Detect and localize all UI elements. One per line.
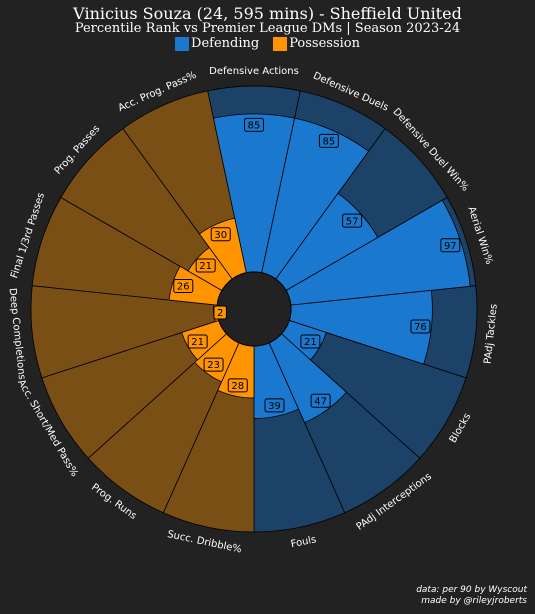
category-label-defensive-actions: Defensive Actions (209, 66, 299, 77)
value-label-fouls: 39 (264, 398, 285, 413)
value-label-box (195, 258, 216, 273)
value-label-box (213, 305, 227, 320)
category-label-blocks: Blocks (448, 412, 474, 445)
value-label-box (342, 213, 363, 228)
chart-title: Vinicius Souza (24, 595 mins) - Sheffiel… (73, 4, 462, 23)
value-label-blocks: 21 (300, 334, 321, 349)
category-label-succ-dribble: Succ. Dribble% (166, 529, 242, 556)
category-label-fouls: Fouls (290, 534, 318, 550)
legend-swatch-possession (273, 36, 288, 51)
value-label-succ-dribble: 28 (227, 378, 248, 393)
legend-label-possession: Possession (289, 36, 360, 51)
value-label-box (440, 238, 461, 253)
value-label-text: 39 (268, 401, 281, 412)
value-label-text: 97 (444, 241, 457, 252)
value-label-prog-runs: 23 (203, 357, 224, 372)
chart-subtitle: Percentile Rank vs Premier League DMs | … (74, 21, 461, 36)
value-label-padj-tackles: 76 (410, 319, 431, 334)
value-label-box (187, 334, 208, 349)
value-label-text: 21 (304, 337, 317, 348)
value-label-text: 28 (231, 381, 244, 392)
value-label-box (410, 319, 431, 334)
value-label-acc-prog-pass: 30 (210, 227, 231, 242)
value-label-box (203, 357, 224, 372)
value-label-text: 85 (323, 136, 336, 147)
credits-data-source: data: per 90 by Wyscout (416, 585, 527, 595)
legend-label-defending: Defending (191, 36, 260, 51)
category-label-deep-completions: Deep Completions (7, 288, 28, 381)
legend: Defending Possession (0, 36, 535, 51)
value-label-defensive-duel-win: 57 (342, 213, 363, 228)
value-label-prog-passes: 21 (195, 258, 216, 273)
value-label-text: 30 (214, 230, 227, 241)
value-labels: 85 85 57 97 76 21 47 39 28 23 21 2 26 21 30 (173, 117, 461, 413)
value-label-box (264, 398, 285, 413)
value-label-defensive-actions: 85 (244, 117, 264, 132)
value-label-text: 21 (199, 261, 212, 272)
value-label-text: 76 (414, 322, 427, 333)
value-label-aerial-win: 97 (440, 238, 461, 253)
value-label-text: 21 (191, 337, 204, 348)
value-label-text: 47 (314, 396, 327, 407)
value-label-text: 23 (207, 360, 220, 371)
value-label-deep-completions: 2 (213, 305, 227, 320)
value-label-box (173, 279, 194, 294)
value-label-box (210, 227, 231, 242)
value-label-box (227, 378, 248, 393)
value-label-text: 85 (248, 121, 261, 132)
category-label-padj-tackles: PAdj Tackles (483, 303, 500, 364)
value-label-box (310, 393, 331, 408)
value-label-text: 26 (177, 282, 190, 293)
credits-author: made by @rileyjroberts (421, 596, 527, 606)
value-label-box (300, 334, 321, 349)
legend-item-defending: Defending (175, 36, 259, 51)
value-label-text: 2 (217, 308, 223, 319)
value-label-box (318, 133, 339, 148)
legend-item-possession: Possession (273, 36, 360, 51)
value-label-final-1-3rd-passes: 26 (173, 279, 194, 294)
value-label-acc-short-med-pass: 21 (187, 334, 208, 349)
value-label-box (244, 117, 264, 132)
center-circle (216, 271, 292, 347)
value-label-text: 57 (346, 216, 359, 227)
value-label-defensive-duels: 85 (318, 133, 339, 148)
value-label-padj-interceptions: 47 (310, 393, 331, 408)
legend-swatch-defending (175, 36, 190, 51)
credits: data: per 90 by Wyscout made by @rileyjr… (416, 585, 527, 607)
